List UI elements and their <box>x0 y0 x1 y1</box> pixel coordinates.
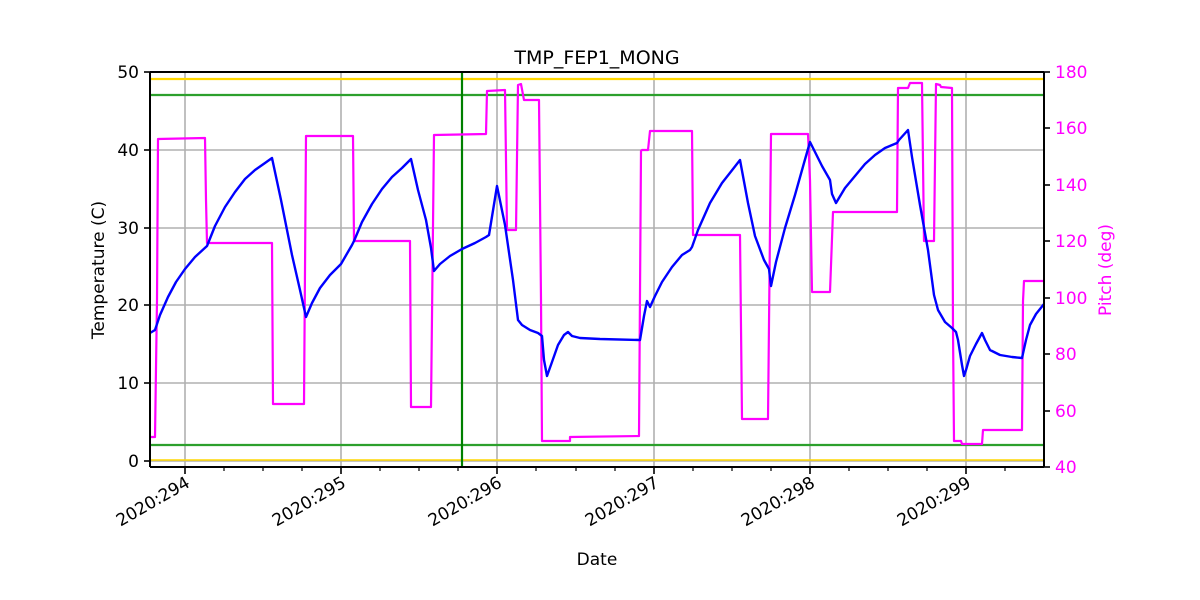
axes-frame <box>149 71 1045 468</box>
y-tick-label: 20 <box>117 296 139 316</box>
x-axis-label: Date <box>577 550 618 570</box>
y2-tick-label: 60 <box>1055 402 1077 422</box>
y2-tick-label: 40 <box>1055 458 1077 478</box>
y-axis-label: Temperature (C) <box>89 201 109 340</box>
temperature-series-line <box>149 128 1045 378</box>
plot-area <box>149 72 1045 467</box>
pitch-series-line <box>150 81 1044 446</box>
y2-tick-label: 80 <box>1055 345 1077 365</box>
y-tick-label: 50 <box>117 63 139 83</box>
y-tick-label: 40 <box>117 141 139 161</box>
y2-tick-label: 160 <box>1055 119 1087 139</box>
y2-tick-label: 120 <box>1055 232 1087 252</box>
y-tick-label: 0 <box>128 452 139 472</box>
y2-tick-label: 180 <box>1055 63 1087 83</box>
x-minor-ticks <box>223 467 1006 471</box>
grid-horizontal <box>150 149 1044 462</box>
y-tick-label: 30 <box>117 219 139 239</box>
y2-tick-label: 100 <box>1055 289 1087 309</box>
left-y-axis: 0 10 20 30 40 50 Temperature (C) <box>89 63 150 472</box>
y2-tick-label: 140 <box>1055 176 1087 196</box>
y-tick-label: 10 <box>117 374 139 394</box>
right-y-axis: 40 60 80 100 120 140 160 180 Pitch (deg) <box>1044 63 1116 478</box>
y2-axis-label: Pitch (deg) <box>1096 224 1116 316</box>
chart-title: TMP_FEP1_MONG <box>513 47 679 69</box>
